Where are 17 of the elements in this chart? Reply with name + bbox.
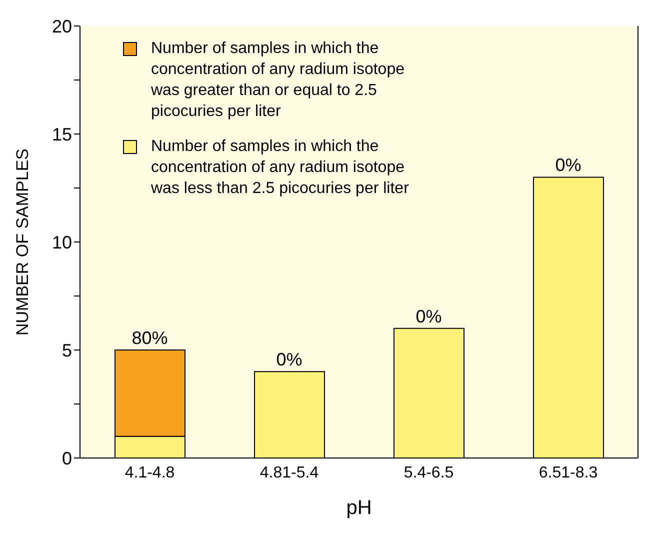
y-tick-label: 10 [52,232,72,252]
y-axis-title: NUMBER OF SAMPLES [13,148,32,336]
x-tick-label: 4.1-4.8 [124,464,175,482]
legend-label: Number of samples in which the concentration of any radium isotope was less than 2.5 picocuries per liter [151,137,410,199]
y-tick-label: 20 [52,16,72,36]
legend-label: Number of samples in which the concentration of any radium isotope was greater than or equal to 2.5 picocuries per liter [151,39,406,122]
annotation: 0% [555,155,582,176]
annotation: 0% [276,350,302,370]
x-tick-label: 5.4-6.5 [404,464,454,482]
y-tick-label: 0 [62,448,72,468]
annotation: 80% [132,328,168,348]
x-tick-label: 4.81-5.4 [260,464,319,482]
y-tick-label: 5 [62,340,72,360]
x-axis-title: pH [346,497,372,519]
x-tick-label: 6.51-8.3 [538,464,598,482]
annotation: 0% [416,306,442,326]
y-tick-label: 15 [52,124,72,144]
